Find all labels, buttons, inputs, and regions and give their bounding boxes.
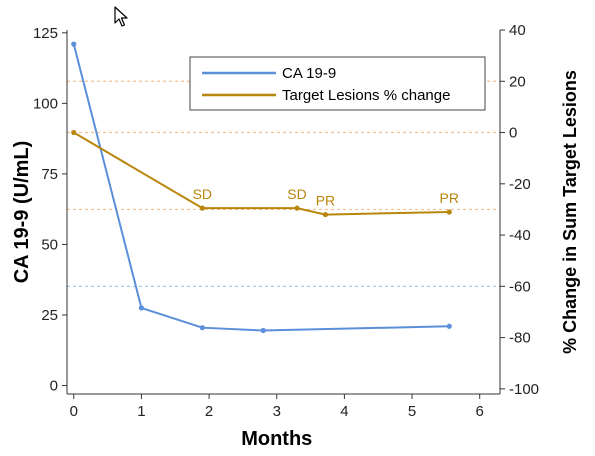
y-axis-right-title: % Change in Sum Target Lesions: [560, 70, 580, 354]
y-right-tick-label: 20: [509, 73, 526, 90]
y-right-tick-label: -100: [509, 381, 539, 398]
data-point: [446, 323, 452, 329]
mouse-pointer-icon: [114, 6, 128, 27]
y-right-tick-label: -40: [509, 227, 531, 244]
status-annotation: SD: [193, 186, 212, 202]
x-tick-label: 0: [70, 403, 78, 420]
x-tick-label: 4: [340, 403, 348, 420]
status-annotation: SD: [287, 186, 306, 202]
data-point: [71, 129, 77, 136]
data-point: [446, 209, 452, 215]
y-right-tick-label: -80: [509, 330, 531, 347]
y-right-tick-label: -60: [509, 278, 531, 295]
legend-box: [189, 56, 486, 111]
status-annotation: PR: [440, 190, 459, 206]
x-tick-label: 5: [408, 403, 416, 420]
status-annotation: PR: [316, 193, 335, 209]
series-1: [71, 129, 452, 218]
data-point: [294, 205, 300, 211]
y-right-tick-label: -20: [509, 176, 531, 193]
series-line: [73, 131, 450, 216]
legend-label: Target Lesions % change: [282, 87, 450, 104]
x-tick-label: 3: [273, 403, 281, 420]
data-point: [260, 327, 266, 334]
data-point: [138, 305, 145, 311]
x-axis-title: Months: [241, 428, 312, 450]
data-point: [71, 41, 77, 47]
y-left-tick-label: 75: [41, 166, 58, 183]
legend-label: CA 19-9: [282, 65, 336, 82]
y-left-tick-label: 100: [33, 95, 58, 112]
data-point: [199, 325, 205, 331]
y-right-tick-label: 40: [509, 22, 526, 39]
axes: 0 1 2 3 4 5 6 0 25 50 75 100 125 -100 -80 -60 -40 -20 0 20 4…: [33, 22, 539, 420]
y-left-tick-label: 25: [41, 307, 58, 324]
legend: CA 19-9 Target Lesions % change: [189, 56, 486, 111]
y-left-tick-label: 125: [33, 25, 58, 42]
x-tick-label: 1: [137, 403, 145, 420]
y-axis-left-title: CA 19-9 (U/mL): [11, 141, 33, 284]
y-left-tick-label: 0: [50, 378, 58, 395]
series-layer: [71, 41, 452, 334]
x-tick-label: 6: [476, 403, 484, 420]
reference-lines: [67, 80, 500, 287]
x-tick-label: 2: [205, 403, 213, 420]
series-0: [71, 41, 452, 334]
data-point: [199, 205, 205, 211]
data-point: [322, 211, 329, 218]
y-left-tick-label: 50: [41, 236, 58, 253]
y-right-tick-label: 0: [509, 125, 517, 142]
annotation-layer: SD SD PR PR: [193, 186, 459, 208]
